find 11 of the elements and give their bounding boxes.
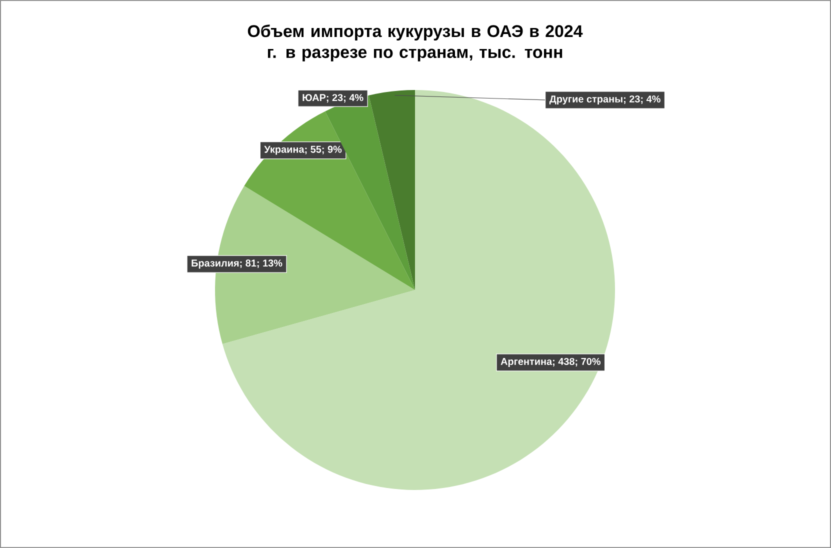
data-label: ; 438; 70% <box>553 358 601 366</box>
data-label: ; 55; 9% <box>305 146 342 154</box>
slice-label: Другие страны <box>549 96 622 104</box>
slice-label: Украина <box>264 146 304 155</box>
slice-label: Бразилия <box>192 260 239 269</box>
data-label: ; 23; 4% <box>624 95 660 104</box>
data-label: ; 23; 4% <box>326 94 364 103</box>
slice-label: Аргентина <box>500 358 552 367</box>
chart-title: Объем импорта кукурузы в ОАЭ в 2024 г. в разрезе по странам, тыс. тонн <box>248 24 583 62</box>
data-label: ; 81; 13% <box>240 260 282 268</box>
slice-label: ЮАР <box>302 94 326 102</box>
